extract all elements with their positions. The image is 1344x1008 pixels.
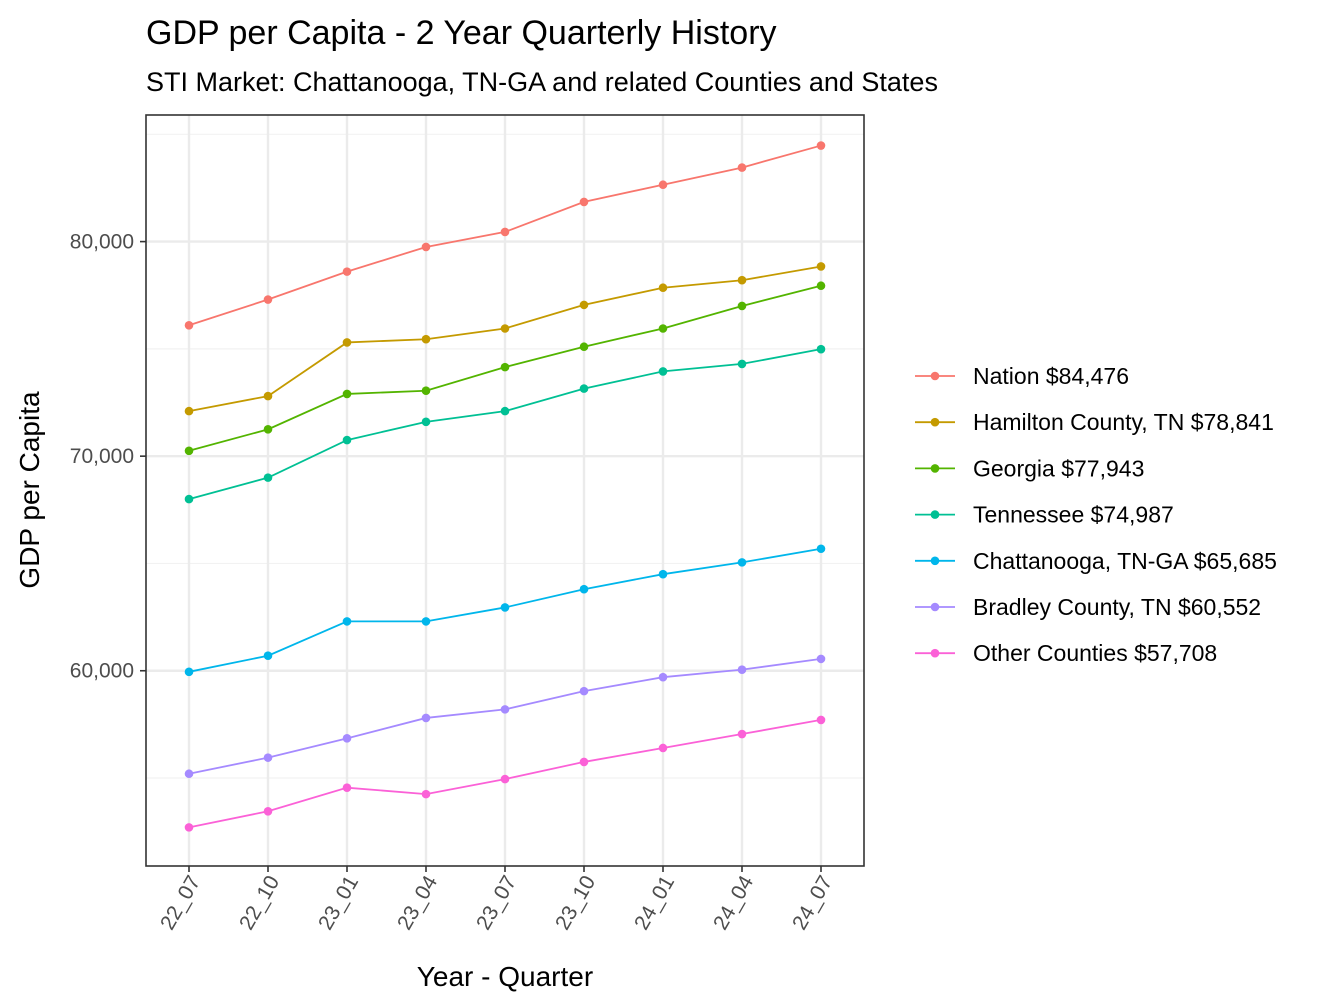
- x-tick-label: 24_07: [788, 872, 837, 934]
- data-point: [817, 716, 826, 725]
- data-point: [659, 283, 668, 292]
- data-point: [817, 281, 826, 290]
- legend-key-point: [931, 372, 940, 381]
- data-point: [580, 687, 589, 696]
- x-tick-label: 24_01: [630, 872, 679, 934]
- data-point: [422, 335, 431, 344]
- legend-label: Hamilton County, TN $78,841: [973, 409, 1274, 435]
- plot-panel: [146, 115, 864, 866]
- y-tick-label: 60,000: [70, 660, 134, 683]
- data-point: [580, 758, 589, 767]
- legend-key-point: [931, 464, 940, 473]
- data-point: [185, 668, 194, 677]
- data-point: [659, 324, 668, 333]
- x-tick-label: 23_04: [393, 872, 442, 934]
- data-point: [580, 198, 589, 207]
- legend: Nation $84,476 Hamilton County, TN $78,84…: [915, 363, 1277, 666]
- data-point: [343, 436, 352, 445]
- data-point: [422, 790, 431, 799]
- x-axis-title: Year - Quarter: [417, 961, 593, 992]
- data-point: [422, 714, 431, 723]
- legend-key-point: [931, 557, 940, 566]
- data-point: [343, 338, 352, 347]
- data-point: [817, 544, 826, 553]
- data-point: [501, 324, 510, 333]
- data-point: [343, 734, 352, 743]
- legend-label: Chattanooga, TN-GA $65,685: [973, 548, 1277, 574]
- data-point: [185, 495, 194, 504]
- data-point: [817, 141, 826, 150]
- data-point: [264, 425, 273, 434]
- chart: GDP per Capita - 2 Year Quarterly Histor…: [0, 0, 1344, 1008]
- y-axis: 60,000 70,000 80,000: [70, 231, 146, 683]
- data-point: [738, 276, 747, 285]
- data-point: [738, 730, 747, 739]
- y-axis-title: GDP per Capita: [14, 391, 45, 589]
- data-point: [738, 360, 747, 369]
- data-point: [738, 163, 747, 172]
- data-point: [659, 570, 668, 579]
- data-point: [501, 228, 510, 237]
- chart-subtitle: STI Market: Chattanooga, TN-GA and relat…: [146, 67, 938, 97]
- data-point: [738, 558, 747, 567]
- data-point: [185, 321, 194, 330]
- chart-title: GDP per Capita - 2 Year Quarterly Histor…: [146, 14, 777, 52]
- data-point: [817, 655, 826, 664]
- data-point: [343, 267, 352, 276]
- y-tick-label: 80,000: [70, 231, 134, 254]
- x-tick-label: 24_04: [709, 872, 758, 934]
- legend-label: Tennessee $74,987: [973, 502, 1174, 528]
- data-point: [580, 342, 589, 351]
- data-point: [659, 673, 668, 682]
- data-point: [659, 744, 668, 753]
- data-point: [580, 384, 589, 393]
- legend-label: Georgia $77,943: [973, 455, 1144, 481]
- data-point: [817, 345, 826, 354]
- y-tick-label: 70,000: [70, 445, 134, 468]
- data-point: [185, 407, 194, 416]
- data-point: [659, 180, 668, 189]
- data-point: [264, 473, 273, 482]
- data-point: [738, 302, 747, 311]
- data-point: [185, 769, 194, 778]
- x-tick-label: 23_01: [314, 872, 363, 934]
- data-point: [264, 753, 273, 762]
- data-point: [817, 262, 826, 271]
- x-tick-label: 23_07: [472, 872, 521, 934]
- data-point: [422, 386, 431, 395]
- data-point: [501, 363, 510, 372]
- x-tick-label: 22_07: [156, 872, 205, 934]
- data-point: [343, 390, 352, 399]
- data-point: [659, 367, 668, 376]
- data-point: [422, 617, 431, 626]
- data-point: [580, 301, 589, 310]
- x-tick-label: 23_10: [551, 872, 600, 934]
- data-point: [185, 823, 194, 832]
- data-point: [185, 447, 194, 456]
- data-point: [422, 418, 431, 427]
- legend-key-point: [931, 603, 940, 612]
- data-point: [343, 783, 352, 792]
- legend-key-point: [931, 649, 940, 658]
- data-point: [501, 603, 510, 612]
- data-point: [501, 407, 510, 416]
- legend-label: Other Counties $57,708: [973, 640, 1217, 666]
- data-point: [264, 295, 273, 304]
- legend-key-point: [931, 418, 940, 427]
- legend-label: Nation $84,476: [973, 363, 1129, 389]
- data-point: [501, 705, 510, 714]
- data-point: [738, 665, 747, 674]
- legend-label: Bradley County, TN $60,552: [973, 594, 1261, 620]
- x-axis: 22_07 22_10 23_01 23_04 23_07 23_10 24_01 24_04…: [156, 866, 837, 934]
- data-point: [580, 585, 589, 594]
- data-point: [501, 775, 510, 784]
- data-point: [264, 807, 273, 816]
- data-point: [264, 651, 273, 660]
- data-point: [264, 392, 273, 401]
- data-point: [343, 617, 352, 626]
- x-tick-label: 22_10: [235, 872, 284, 934]
- data-point: [422, 243, 431, 252]
- legend-key-point: [931, 510, 940, 519]
